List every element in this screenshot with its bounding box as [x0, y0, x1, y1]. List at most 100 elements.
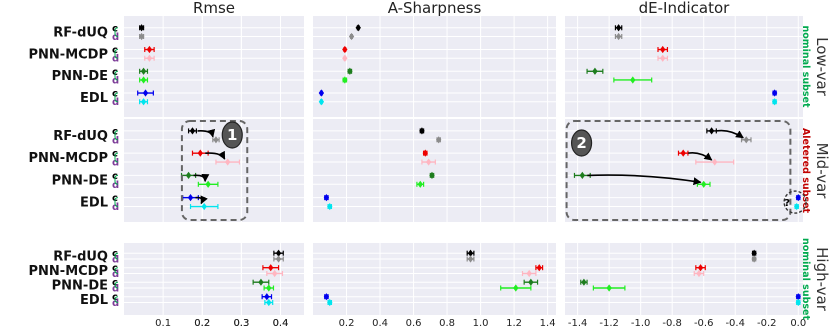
data-point — [795, 293, 801, 301]
plot-background — [565, 16, 803, 117]
data-point — [140, 67, 147, 75]
data-point — [213, 136, 219, 144]
data-point — [185, 171, 192, 179]
data-point — [275, 249, 282, 257]
data-point — [140, 76, 147, 84]
x-tick-label: 0.4 — [273, 318, 289, 329]
data-point — [467, 249, 474, 257]
pair-label-d: d — [112, 254, 119, 265]
x-tick-label: 0.2 — [339, 318, 355, 329]
shift-arrow — [197, 128, 216, 138]
method-label: RF-dUQ — [53, 26, 108, 41]
shift-arrow — [716, 129, 744, 139]
x-tick-label: 0.8 — [439, 318, 455, 329]
method-label: PNN-MCDP — [29, 151, 108, 166]
plot-background — [565, 119, 803, 222]
data-point — [197, 149, 204, 157]
data-point — [266, 298, 272, 307]
annotation-box — [565, 120, 792, 221]
pair-bracket — [114, 174, 119, 185]
subplot — [313, 119, 556, 222]
x-tick-label: 0.6 — [406, 318, 422, 329]
subset-label: nominal subset — [800, 238, 811, 320]
data-point — [318, 89, 325, 97]
data-point — [327, 202, 333, 211]
subplot — [124, 243, 304, 315]
pair-label-d: d — [112, 97, 119, 108]
data-point — [615, 32, 622, 41]
pair-bracket — [114, 70, 119, 81]
method-label: PNN-MCDP — [29, 47, 108, 62]
x-tick-label: -0.8 — [662, 318, 682, 329]
pair-bracket — [114, 27, 119, 37]
x-tick-label: 0.2 — [194, 318, 210, 329]
data-point — [342, 45, 348, 54]
data-point — [592, 67, 598, 75]
badge — [570, 129, 593, 157]
data-point — [266, 284, 272, 292]
data-point — [422, 149, 428, 157]
badge-label: 2 — [576, 134, 586, 152]
data-point — [140, 98, 147, 106]
data-point — [425, 158, 432, 166]
x-tick-label: -0.2 — [757, 318, 777, 329]
subplot — [565, 243, 803, 315]
data-point — [146, 54, 153, 62]
question-circle — [783, 190, 807, 214]
shift-arrow — [193, 173, 210, 183]
pair-label-d: d — [112, 54, 119, 65]
pair-bracket — [114, 49, 119, 59]
x-tick-label: 0.1 — [155, 318, 171, 329]
subplot — [565, 119, 803, 222]
data-point — [526, 269, 532, 278]
pair-label-d: d — [112, 135, 119, 146]
subset-label: Aletered subset — [800, 128, 811, 214]
shift-arrow — [195, 195, 208, 205]
x-tick-label: 0.3 — [233, 318, 249, 329]
x-tick-label: -1.0 — [631, 318, 651, 329]
data-point — [138, 24, 145, 32]
x-tick-label: -0.4 — [725, 318, 745, 329]
data-point — [793, 202, 800, 211]
data-point — [271, 269, 278, 278]
x-tick-label: 1.2 — [506, 318, 522, 329]
data-point — [795, 194, 801, 202]
subplot — [313, 243, 556, 315]
subplot — [565, 16, 803, 117]
data-point — [579, 171, 586, 179]
plot-background — [313, 16, 556, 117]
data-point — [712, 158, 718, 166]
data-point — [435, 136, 442, 144]
x-tick-label: -0.6 — [694, 318, 714, 329]
data-point — [581, 278, 587, 286]
pair-label-d: d — [112, 158, 119, 169]
data-point — [697, 264, 704, 272]
x-tick-label: -1.4 — [568, 318, 588, 329]
data-point — [318, 98, 325, 106]
pair-label-d: d — [112, 180, 119, 191]
shift-arrow — [587, 174, 702, 186]
badge-label: ? — [784, 198, 790, 209]
pair-bracket — [114, 152, 119, 163]
data-point — [187, 194, 194, 202]
annotations: 1 2? — [180, 120, 807, 221]
data-point — [342, 54, 348, 62]
data-point — [264, 293, 270, 301]
pair-label-d: d — [112, 269, 119, 280]
data-point — [528, 278, 534, 286]
pair-bracket — [114, 197, 119, 208]
data-point — [536, 264, 542, 272]
x-tick-label: 0.3 — [233, 318, 249, 329]
method-label: RF-dUQ — [53, 129, 108, 144]
data-point — [795, 298, 801, 307]
data-point — [342, 76, 348, 84]
x-tick-label: 0.2 — [194, 318, 210, 329]
data-point — [258, 278, 264, 286]
data-point — [696, 269, 702, 278]
x-tick-label: 0.4 — [273, 318, 289, 329]
data-point — [189, 127, 196, 135]
data-point — [680, 149, 686, 157]
badge — [221, 121, 243, 149]
badge-label: 1 — [227, 126, 237, 144]
pair-bracket — [114, 296, 119, 303]
